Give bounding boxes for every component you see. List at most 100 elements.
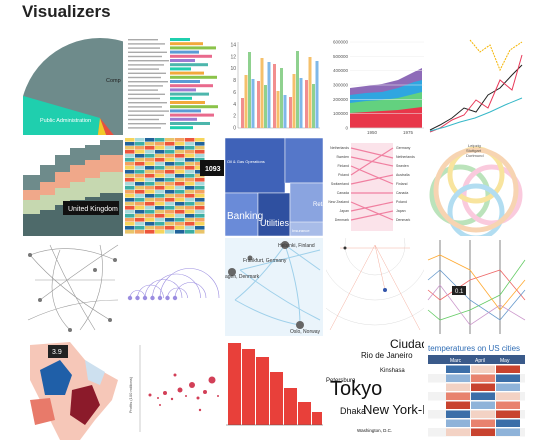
cell bbox=[175, 158, 185, 162]
bar bbox=[248, 52, 251, 128]
cell bbox=[496, 401, 520, 409]
cell bbox=[165, 230, 175, 234]
radial-thumbnail[interactable] bbox=[295, 165, 455, 331]
word-cloud-thumbnail[interactable]: Tokyo Dhaka New York-N Rio de Janeiro Ci… bbox=[326, 337, 432, 433]
cell bbox=[145, 182, 155, 186]
cell bbox=[155, 206, 165, 210]
label-placeholder bbox=[128, 47, 160, 49]
cell bbox=[185, 198, 195, 202]
cell bbox=[185, 166, 195, 170]
cell bbox=[155, 202, 165, 206]
pie-thumbnail[interactable]: Public Administration Comp bbox=[17, 35, 180, 199]
bar bbox=[170, 122, 210, 125]
bar bbox=[276, 91, 280, 128]
cell bbox=[135, 138, 145, 142]
cell bbox=[135, 206, 145, 210]
cell bbox=[135, 182, 145, 186]
cell bbox=[155, 186, 165, 190]
column-header: April bbox=[475, 358, 485, 364]
row-label: Denmark bbox=[335, 218, 349, 222]
row-label: Poland bbox=[396, 200, 407, 204]
cell bbox=[185, 206, 195, 210]
cell bbox=[195, 186, 205, 190]
node bbox=[142, 295, 148, 301]
cell bbox=[175, 190, 185, 194]
cell bbox=[125, 214, 135, 218]
cell bbox=[195, 230, 205, 234]
row-label: Australia bbox=[396, 173, 410, 177]
cell bbox=[155, 218, 165, 222]
treemap-thumbnail[interactable]: Oil & Gas Operations Banking Utilities I… bbox=[224, 137, 326, 237]
descending-bar-thumbnail[interactable] bbox=[226, 343, 323, 426]
row-label: Canada bbox=[396, 191, 408, 195]
cell bbox=[496, 410, 520, 418]
cell bbox=[155, 154, 165, 158]
cell bbox=[125, 174, 135, 178]
node bbox=[150, 295, 155, 301]
slice-label: Public Administration bbox=[40, 118, 91, 124]
bar bbox=[170, 46, 216, 50]
stacked-area-thumbnail[interactable]: 600000 500000 400000 300000 200000 100000 0 195… bbox=[333, 40, 424, 136]
arc-thumbnail[interactable] bbox=[127, 268, 220, 301]
arc bbox=[167, 287, 188, 299]
cell bbox=[185, 190, 195, 194]
y-tick-label: 600000 bbox=[333, 40, 349, 45]
y-tick-label: 0 bbox=[345, 126, 348, 131]
cell bbox=[195, 154, 205, 158]
row-label: Germany bbox=[396, 146, 411, 150]
choropleth-thumbnail[interactable]: 3.9 bbox=[30, 342, 118, 440]
cell bbox=[195, 190, 205, 194]
tooltip: 3.9 bbox=[52, 349, 62, 356]
cell bbox=[185, 230, 195, 234]
y-tick-label: 6 bbox=[233, 90, 236, 96]
line-chart-thumbnail[interactable] bbox=[429, 39, 523, 133]
bar-list-thumbnail[interactable] bbox=[128, 38, 218, 130]
row-label: Finland bbox=[396, 182, 408, 186]
scatter-thumbnail[interactable]: Profits (100 millions) bbox=[128, 345, 219, 432]
bar bbox=[170, 63, 208, 67]
network-thumbnail[interactable] bbox=[27, 244, 119, 332]
arc bbox=[129, 290, 146, 299]
heatmap-thumbnail[interactable]: 1093 bbox=[125, 138, 224, 234]
column-header: May bbox=[500, 358, 510, 364]
cell bbox=[195, 226, 205, 230]
word: Rio de Janeiro bbox=[361, 351, 413, 360]
cell bbox=[125, 186, 135, 190]
cell bbox=[155, 138, 165, 142]
column-header: Marc bbox=[450, 358, 462, 364]
cell bbox=[185, 194, 195, 198]
label-placeholder bbox=[128, 60, 169, 62]
node-label: Stuttgart bbox=[466, 148, 482, 153]
cell bbox=[195, 218, 205, 222]
cell bbox=[175, 142, 185, 146]
cell bbox=[135, 202, 145, 206]
label-placeholder bbox=[128, 110, 169, 112]
slope-thumbnail[interactable]: Netherlands Sweden Finland Poland Switzerlan… bbox=[328, 143, 415, 231]
bar bbox=[170, 59, 195, 62]
label-placeholder bbox=[128, 89, 158, 91]
node bbox=[127, 295, 133, 301]
parallel-thumbnail[interactable]: 0.1 bbox=[427, 240, 526, 334]
cell bbox=[185, 226, 195, 230]
cell-label: Oil & Gas Operations bbox=[227, 159, 265, 164]
node-label: Dortmund bbox=[466, 153, 484, 158]
cell bbox=[125, 162, 135, 166]
cell bbox=[165, 146, 175, 150]
cell bbox=[165, 154, 175, 158]
cell bbox=[195, 194, 205, 198]
map-network-thumbnail[interactable]: Helsinki, Finland Frankfurt, Germany age… bbox=[225, 238, 323, 336]
cell bbox=[471, 410, 495, 418]
bar bbox=[170, 42, 203, 46]
bar bbox=[170, 80, 200, 83]
cell bbox=[496, 428, 520, 436]
grouped-bar-thumbnail[interactable]: 14 12 10 8 6 4 2 0 bbox=[230, 42, 320, 132]
cell bbox=[135, 166, 145, 170]
cell bbox=[471, 401, 495, 409]
stream-thumbnail[interactable]: United Kingdom bbox=[23, 140, 123, 236]
row-label: Denmark bbox=[396, 218, 410, 222]
table-thumbnail[interactable]: temperatures on US cities Marc April May bbox=[428, 344, 525, 437]
axis-label: Profits (100 millions) bbox=[128, 376, 133, 413]
cell bbox=[145, 150, 155, 154]
chord-thumbnail[interactable]: Leipzig Stuttgart Dortmund bbox=[429, 143, 523, 238]
cell bbox=[145, 162, 155, 166]
